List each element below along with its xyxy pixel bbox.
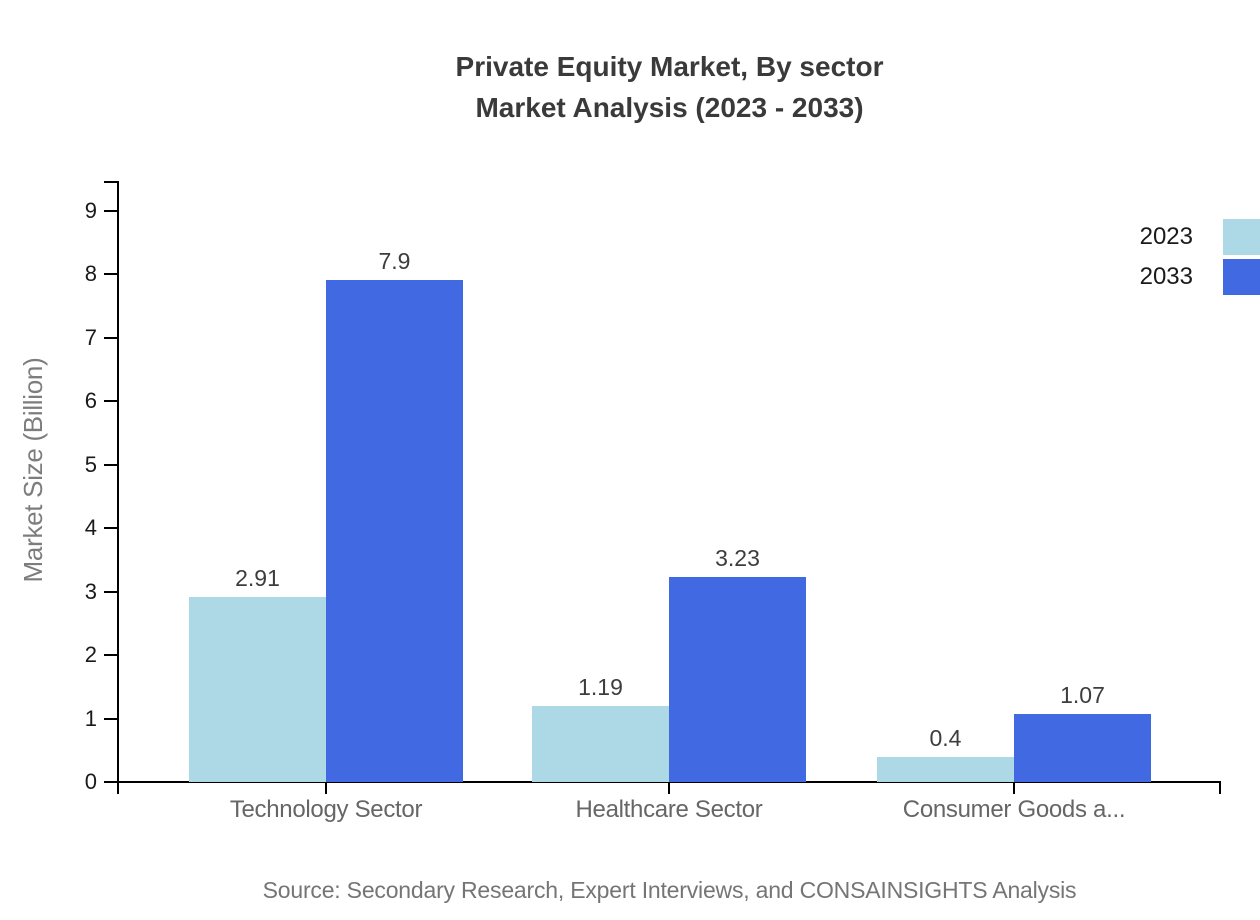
bar-value-label: 1.07: [1060, 682, 1105, 708]
bar-value-label: 1.19: [578, 674, 623, 700]
legend-swatch-2033: [1223, 259, 1260, 295]
legend-label: 2033: [1139, 263, 1193, 290]
bar-value-label: 3.23: [715, 545, 760, 571]
y-axis-tick: [104, 210, 117, 212]
legend: 2023 2033: [1140, 219, 1260, 295]
legend-item-2023: 2023: [1140, 219, 1260, 255]
y-axis-tick: [104, 591, 117, 593]
y-axis-tick-label: 2: [84, 642, 97, 667]
chart-title: Private Equity Market, By sector Market …: [118, 46, 1221, 128]
legend-swatch-2023: [1223, 219, 1260, 255]
bar-2023-technology-sector: [189, 597, 326, 782]
y-axis-tick-label: 4: [84, 515, 97, 540]
y-axis-tick: [104, 400, 117, 402]
y-axis-tick-label: 0: [84, 769, 97, 794]
y-axis-line: [117, 181, 119, 794]
y-axis-top-outer-tick: [104, 181, 117, 183]
x-axis-tick: [668, 782, 670, 794]
bar-value-label: 2.91: [235, 565, 280, 591]
bar-2023-healthcare-sector: [532, 706, 669, 782]
x-axis-tick: [325, 782, 327, 794]
bar-value-label: 7.9: [378, 248, 411, 274]
bar-2023-consumer-goods-a: [877, 757, 1014, 782]
x-axis-tick: [1013, 782, 1015, 794]
chart-title-line2: Market Analysis (2023 - 2033): [475, 92, 864, 123]
y-axis-tick-label: 7: [84, 325, 97, 350]
y-axis-tick-label: 5: [84, 452, 97, 477]
y-axis-tick-label: 6: [84, 388, 97, 413]
y-axis-tick: [104, 527, 117, 529]
x-axis-category-label: Healthcare Sector: [575, 796, 763, 823]
x-axis-right-outer-tick: [1219, 781, 1221, 794]
x-axis-category-label: Consumer Goods a...: [902, 796, 1126, 823]
bar-value-label: 0.4: [929, 725, 962, 751]
chart-title-line1: Private Equity Market, By sector: [455, 51, 884, 82]
y-axis-tick-label: 1: [84, 706, 97, 731]
y-axis-tick: [104, 337, 117, 339]
y-axis-tick-label: 8: [84, 261, 97, 286]
bar-2033-healthcare-sector: [669, 577, 806, 782]
legend-item-2033: 2033: [1140, 259, 1260, 295]
y-axis-tick-label: 3: [84, 579, 97, 604]
y-axis-tick: [104, 273, 117, 275]
y-axis-tick: [104, 654, 117, 656]
source-note: Source: Secondary Research, Expert Inter…: [262, 877, 1077, 903]
y-axis-tick-label: 9: [84, 198, 97, 223]
bar-2033-consumer-goods-a: [1014, 714, 1151, 782]
y-axis-tick: [104, 464, 117, 466]
x-axis-category-label: Technology Sector: [229, 796, 423, 823]
y-axis-tick: [104, 781, 117, 783]
y-axis-tick: [104, 718, 117, 720]
bar-2033-technology-sector: [326, 280, 463, 782]
legend-label: 2023: [1139, 223, 1193, 250]
